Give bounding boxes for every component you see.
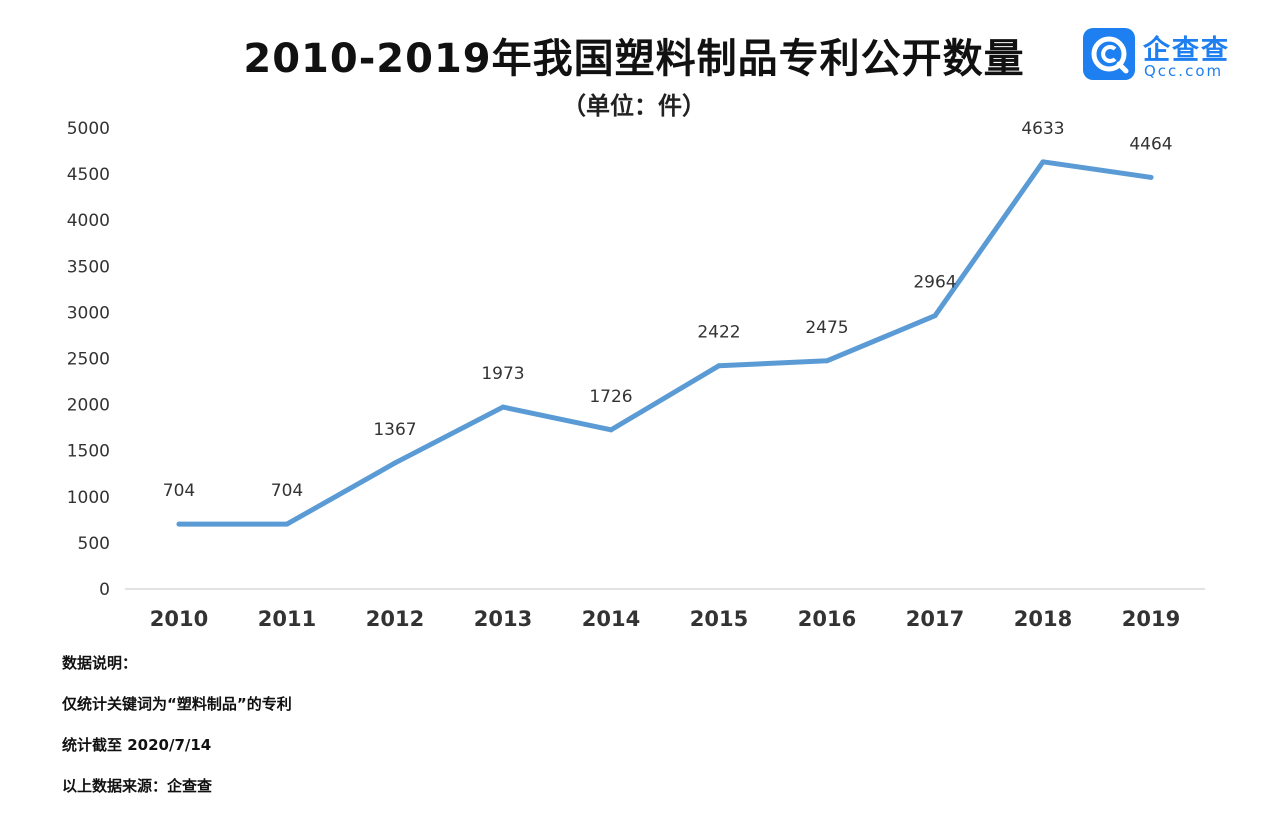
y-tick-label: 4000 [67, 211, 110, 231]
data-label: 2964 [913, 273, 956, 293]
data-point [176, 521, 182, 527]
x-axis: 2010 2011 2012 2013 2014 2015 2016 2017 2018 2019 [150, 607, 1180, 631]
y-tick-label: 2000 [67, 396, 110, 416]
data-point [608, 427, 614, 433]
y-tick-label: 3000 [67, 303, 110, 323]
x-tick-label: 2013 [474, 607, 532, 631]
y-tick-label: 1500 [67, 442, 110, 462]
x-tick-label: 2018 [1014, 607, 1072, 631]
y-tick-label: 500 [78, 534, 110, 554]
data-label: 2422 [697, 323, 740, 343]
note-heading: 数据说明： [62, 654, 138, 672]
brand-logo: 企查查 Qcc.com [1083, 28, 1233, 82]
data-point [824, 358, 830, 364]
data-notes: 数据说明： 仅统计关键词为“塑料制品”的专利 统计截至 2020/7/14 以上… [62, 652, 292, 816]
data-label: 704 [163, 481, 195, 501]
data-label: 1367 [373, 420, 416, 440]
y-tick-label: 4500 [67, 165, 110, 185]
x-tick-label: 2011 [258, 607, 316, 631]
data-label: 1726 [589, 387, 632, 407]
data-labels: 704 704 1367 1973 1726 2422 2475 2964 4633 4464 [163, 119, 1173, 527]
data-point [392, 460, 398, 466]
x-tick-label: 2016 [798, 607, 856, 631]
logo-name-cn: 企查查 [1143, 35, 1230, 66]
data-label: 4633 [1021, 119, 1064, 139]
data-point [1148, 174, 1154, 180]
y-tick-label: 5000 [67, 119, 110, 139]
data-point [716, 363, 722, 369]
y-tick-label: 2500 [67, 350, 110, 370]
data-point [932, 313, 938, 319]
data-label: 704 [271, 481, 303, 501]
data-point [500, 404, 506, 410]
note-cutoff-date: 统计截至 2020/7/14 [62, 736, 212, 754]
data-point [1040, 159, 1046, 165]
x-tick-label: 2014 [582, 607, 640, 631]
qichacha-logo-icon [1083, 28, 1135, 80]
y-axis: 0 500 1000 1500 2000 2500 3000 3500 4000 4500 5000 [67, 119, 110, 600]
chart-title: 2010-2019年我国塑料制品专利公开数量 [243, 36, 1025, 82]
x-tick-label: 2015 [690, 607, 748, 631]
x-tick-label: 2010 [150, 607, 208, 631]
logo-name-en: Qcc.com [1144, 62, 1224, 80]
y-tick-label: 0 [99, 580, 110, 600]
chart-subtitle: （单位：件） [562, 92, 706, 120]
x-tick-label: 2019 [1122, 607, 1180, 631]
data-point [284, 521, 290, 527]
data-label: 2475 [805, 318, 848, 338]
data-label: 1973 [481, 364, 524, 384]
y-tick-label: 3500 [67, 257, 110, 277]
series-line [176, 159, 1154, 527]
y-tick-label: 1000 [67, 488, 110, 508]
x-tick-label: 2012 [366, 607, 424, 631]
note-source: 以上数据来源：企查查 [62, 777, 213, 795]
x-tick-label: 2017 [906, 607, 964, 631]
note-keyword: 仅统计关键词为“塑料制品”的专利 [62, 695, 292, 713]
data-label: 4464 [1129, 134, 1172, 154]
